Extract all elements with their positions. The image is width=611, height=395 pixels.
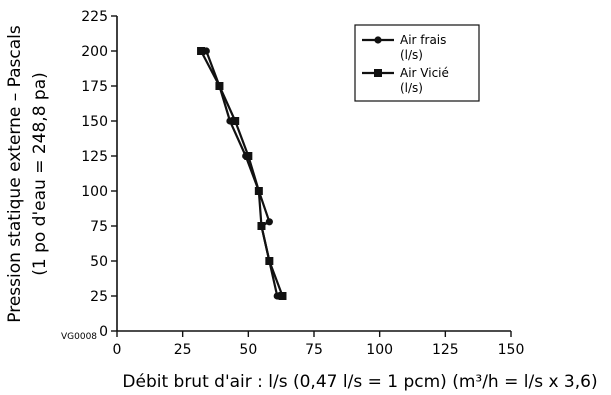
- y-tick-label: 150: [81, 114, 108, 130]
- data-point: [197, 47, 206, 55]
- data-point: [257, 222, 266, 230]
- y-tick-label: 225: [81, 9, 108, 25]
- data-point: [265, 257, 274, 265]
- y-tick-label: 200: [81, 44, 108, 60]
- legend-items: Air frais(l/s)Air Vicié(l/s): [362, 33, 449, 95]
- series-layer: [197, 47, 287, 300]
- x-axis-title: Débit brut d'air : l/s (0,47 l/s = 1 pcm…: [122, 372, 597, 392]
- data-point: [231, 117, 240, 125]
- plot-area: 0 25 50 75 100 125 150 175 200 225 0 25 50 75 100 125 1…: [81, 9, 524, 358]
- series-2: [197, 47, 287, 300]
- x-ticks: 0 25 50 75 100 125 150: [113, 331, 525, 358]
- data-point: [278, 292, 287, 300]
- data-point: [265, 218, 273, 226]
- y-tick-label: 175: [81, 79, 108, 95]
- x-tick-label: 75: [305, 342, 323, 358]
- y-tick-label: 125: [81, 149, 108, 165]
- legend: Air frais(l/s)Air Vicié(l/s): [354, 24, 480, 102]
- y-tick-label: 25: [90, 289, 108, 305]
- data-point: [244, 152, 253, 160]
- x-tick-label: 125: [432, 342, 459, 358]
- data-point: [254, 187, 263, 195]
- y-axis-title-line2: (1 po d'eau = 248,8 pa): [30, 72, 50, 276]
- x-tick-label: 50: [239, 342, 257, 358]
- y-tick-label: 100: [81, 184, 108, 200]
- y-tick-label: 50: [90, 254, 108, 270]
- legend-unit: (l/s): [400, 81, 423, 95]
- y-ticks: 0 25 50 75 100 125 150 175 200 225: [81, 9, 117, 340]
- x-tick-label: 0: [113, 342, 122, 358]
- x-tick-label: 150: [498, 342, 525, 358]
- y-axis-title-line1: Pression statique externe – Pascals: [5, 25, 25, 323]
- legend-label: Air Vicié: [400, 66, 449, 80]
- x-tick-label: 100: [366, 342, 393, 358]
- x-tick-label: 25: [174, 342, 192, 358]
- y-tick-label: 0: [99, 324, 108, 340]
- legend-marker: [374, 69, 382, 77]
- y-tick-label: 75: [90, 219, 108, 235]
- series-line: [200, 50, 284, 297]
- legend-label: Air frais: [400, 33, 446, 47]
- legend-unit: (l/s): [400, 48, 423, 62]
- data-point: [215, 82, 224, 90]
- figure-code: VG0008: [61, 332, 97, 342]
- legend-marker: [374, 36, 382, 44]
